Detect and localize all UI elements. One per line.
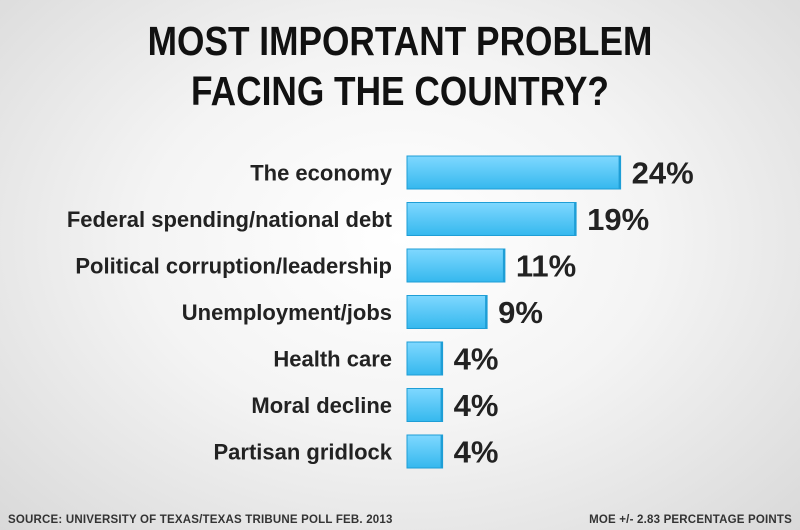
bar-edge [502, 249, 505, 282]
category-label: Health care [273, 347, 392, 372]
title-line-2: FACING THE COUNTRY? [191, 68, 609, 114]
bars-layer: The economy 24% Federal spending/national … [67, 155, 694, 470]
value-label: 4% [454, 435, 499, 470]
value-label: 19% [587, 202, 649, 237]
bar-edge [485, 295, 488, 329]
bar-edge [440, 388, 443, 422]
bar [406, 434, 444, 469]
moe-note: MOE +/- 2.83 PERCENTAGE POINTS [589, 514, 792, 526]
title-line-1: MOST IMPORTANT PROBLEM [147, 18, 653, 64]
source-note: SOURCE: UNIVERSITY OF TEXAS/TEXAS TRIBUN… [8, 514, 393, 526]
value-label: 9% [498, 295, 543, 330]
bar [406, 295, 488, 329]
value-label: 11% [516, 249, 576, 284]
category-label: Federal spending/national debt [67, 207, 393, 232]
value-label: 24% [632, 156, 694, 191]
bar [406, 388, 444, 422]
bar [406, 202, 577, 236]
value-label: 4% [454, 388, 499, 423]
category-label: The economy [250, 161, 393, 186]
category-label: Moral decline [251, 393, 392, 418]
chart-title: MOST IMPORTANT PROBLEM FACING THE COUNTR… [56, 16, 744, 116]
category-label: Unemployment/jobs [182, 300, 392, 325]
bar-edge [440, 342, 443, 375]
category-label: Partisan gridlock [213, 440, 392, 465]
category-label: Political corruption/leadership [75, 254, 392, 279]
value-label: 4% [454, 342, 499, 377]
bar-edge [618, 156, 621, 189]
bar-edge [440, 435, 443, 468]
bar [406, 248, 506, 283]
bar [406, 155, 622, 190]
bar-edge [574, 202, 577, 236]
bar [406, 341, 444, 376]
